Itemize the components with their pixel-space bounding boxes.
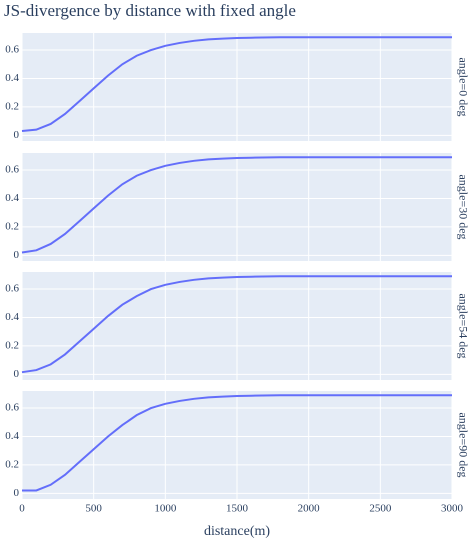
y-tick-label: 0 [14, 368, 20, 380]
line [21, 156, 452, 254]
y-tick-label: 0.2 [5, 100, 19, 112]
line [22, 394, 452, 492]
y-tick-label: 0.2 [5, 220, 19, 232]
x-axis-label: distance(m) [204, 524, 270, 539]
y-tick-label: 0.4 [5, 430, 19, 442]
y-tick-label: 0 [14, 249, 20, 261]
y-tick-label: 0 [14, 487, 20, 499]
line [21, 275, 452, 374]
facet-label: angle=0 deg [456, 57, 470, 116]
y-tick-label: 0.6 [5, 283, 19, 295]
chart-title: JS-divergence by distance with fixed ang… [4, 1, 296, 20]
y-tick-label: 0.6 [5, 402, 19, 414]
y-tick-label: 0.4 [5, 192, 19, 204]
y-tick-label: 0.4 [5, 72, 19, 84]
x-tick-label: 1500 [226, 503, 249, 515]
x-tick-label: 2000 [298, 503, 321, 515]
y-tick-label: 0.4 [5, 311, 19, 323]
x-tick-label: 500 [85, 503, 102, 515]
facet-label: angle=30 deg [456, 174, 470, 239]
x-tick-label: 3000 [441, 503, 464, 515]
y-tick-label: 0.2 [5, 339, 19, 351]
y-tick-label: 0.6 [5, 44, 19, 56]
facet-label: angle=54 deg [456, 293, 470, 358]
x-tick-label: 2500 [369, 503, 392, 515]
line [21, 36, 452, 133]
y-tick-label: 0.6 [5, 164, 19, 176]
x-tick-label: 1000 [154, 503, 177, 515]
x-tick-label: 0 [19, 503, 25, 515]
facet-label: angle=90 deg [456, 412, 470, 477]
y-tick-label: 0.2 [5, 458, 19, 470]
y-tick-label: 0 [14, 129, 20, 141]
